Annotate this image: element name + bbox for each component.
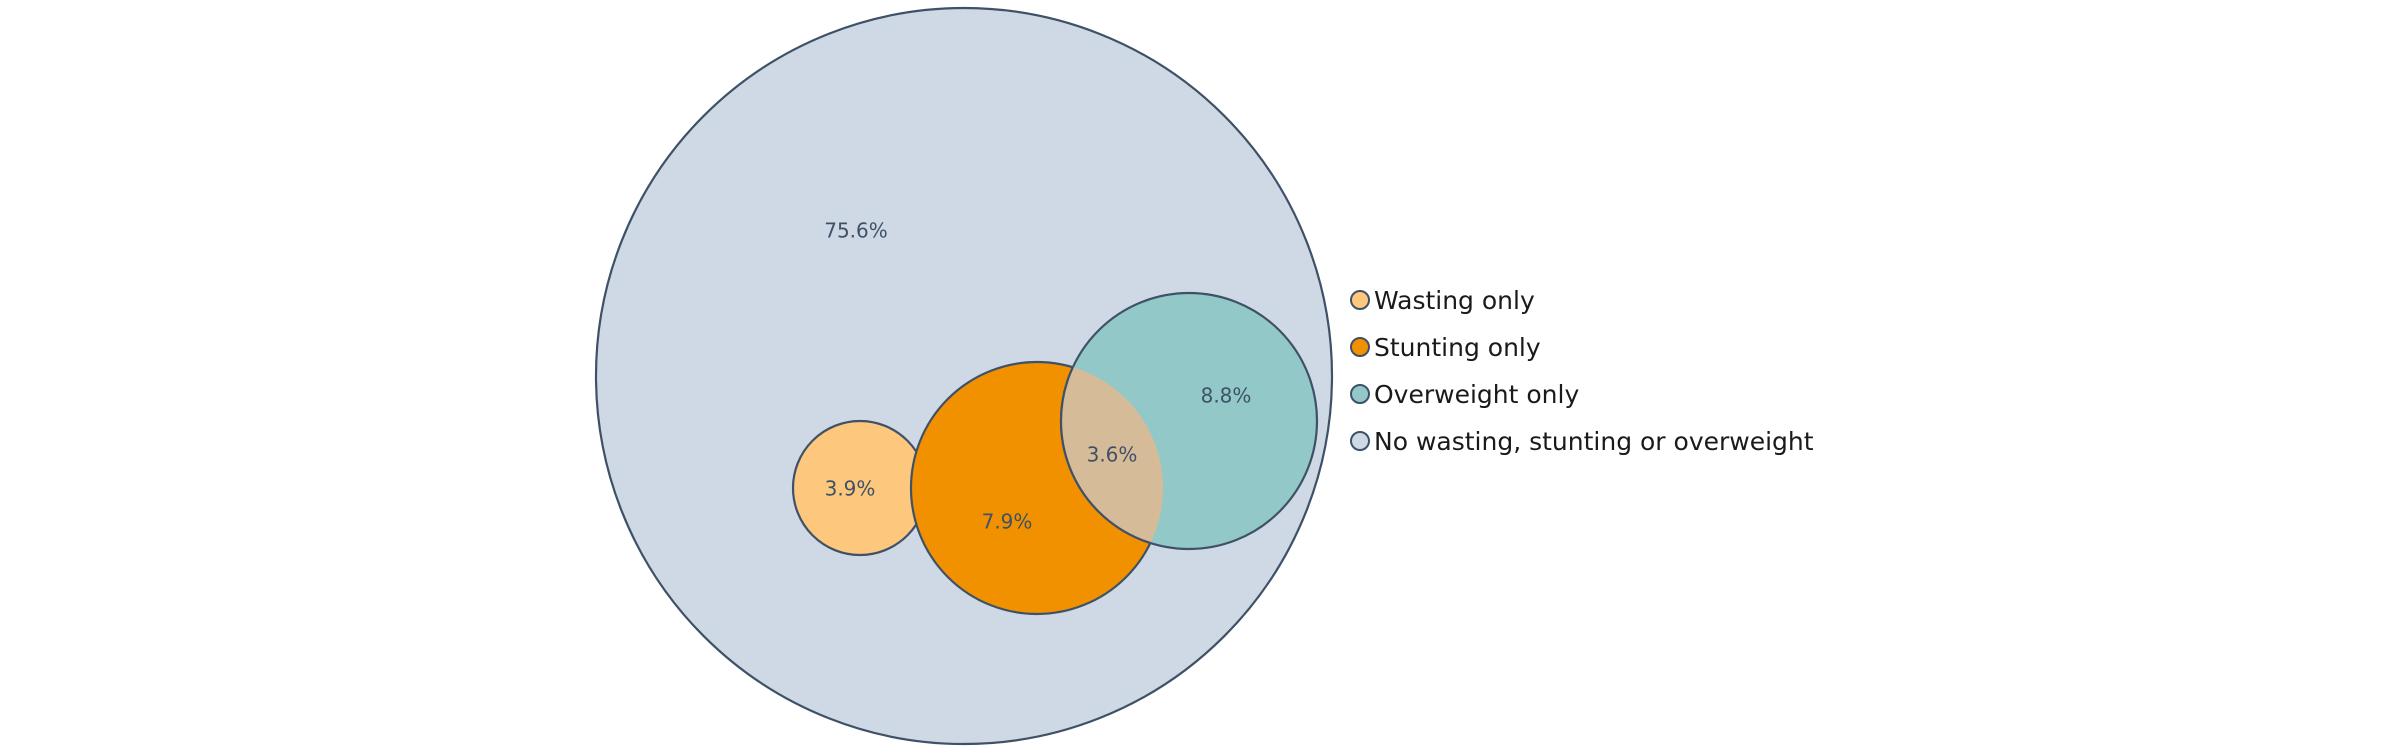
legend-label-none: No wasting, stunting or overweight [1374, 426, 1814, 456]
legend-swatch-none [1350, 431, 1370, 451]
venn-label-stunting: 7.9% [982, 510, 1033, 534]
legend-item-overweight: Overweight only [1348, 379, 1814, 409]
legend-item-wasting: Wasting only [1348, 285, 1814, 315]
legend-swatch-overweight [1350, 384, 1370, 404]
legend-swatch-stunting [1350, 337, 1370, 357]
venn-intersection-stunting-overweight [1059, 362, 1163, 551]
venn-label-none: 75.6% [824, 219, 888, 243]
legend: Wasting only Stunting only Overweight on… [1348, 285, 1814, 456]
legend-label-stunting: Stunting only [1374, 332, 1541, 362]
legend-swatch-wasting [1350, 290, 1370, 310]
venn-label-overweight: 8.8% [1201, 384, 1252, 408]
legend-item-none: No wasting, stunting or overweight [1348, 426, 1814, 456]
venn-label-wasting: 3.9% [825, 477, 876, 501]
legend-label-wasting: Wasting only [1374, 285, 1535, 315]
legend-label-overweight: Overweight only [1374, 379, 1580, 409]
legend-item-stunting: Stunting only [1348, 332, 1814, 362]
venn-circle-none [594, 6, 1334, 746]
venn-label-intersection: 3.6% [1087, 443, 1138, 467]
